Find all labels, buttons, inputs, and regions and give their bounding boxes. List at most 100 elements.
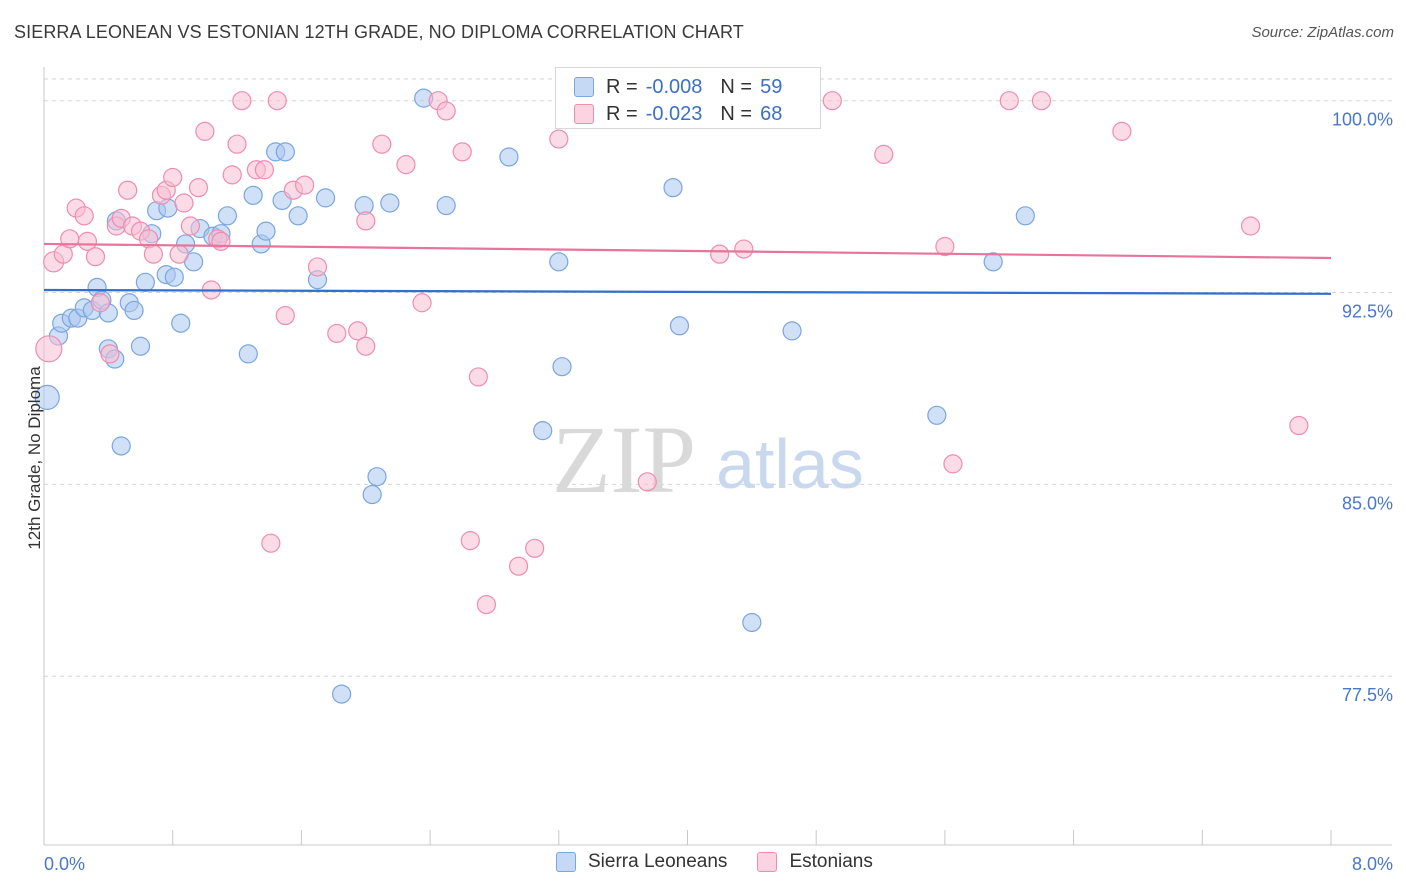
n-value: 59	[760, 75, 783, 98]
legend-swatch-blue	[574, 77, 594, 97]
estonian-point	[169, 244, 189, 264]
estonian-point	[935, 236, 955, 257]
sierra-leonean-point	[243, 185, 263, 205]
legend-row-estonians: R = -0.023 N = 68	[574, 101, 782, 127]
grid-layer	[44, 78, 1392, 677]
sierra-leonean-point	[130, 336, 151, 356]
y-axis-title: 12th Grade, No Diploma	[25, 366, 44, 550]
estonian-point	[348, 321, 368, 341]
sierra-leonean-point	[332, 684, 352, 704]
y-tick-label: 85.0%	[1342, 493, 1393, 513]
legend-item-sierra-leoneans: Sierra Leoneans	[556, 851, 727, 873]
estonian-point	[267, 91, 287, 111]
sierra-leonean-point	[217, 206, 237, 226]
estonian-point	[275, 305, 295, 326]
estonian-point	[85, 247, 106, 267]
r-label: R =	[606, 102, 638, 125]
estonian-point	[1031, 91, 1052, 111]
sierra-leonean-point	[669, 316, 690, 336]
sierra-leonean-point	[1015, 206, 1035, 226]
estonian-point	[637, 472, 657, 492]
estonian-point	[874, 144, 894, 165]
estonian-point	[525, 538, 545, 558]
y-tick-label: 100.0%	[1332, 110, 1393, 130]
estonian-point	[254, 160, 274, 180]
estonian-point	[396, 155, 416, 175]
estonian-point	[180, 216, 200, 236]
legend-swatch-pink	[574, 104, 594, 124]
legend-label: Estonians	[789, 851, 873, 872]
estonian-point	[1240, 216, 1261, 236]
estonian-point	[1112, 121, 1132, 141]
estonian-point	[452, 142, 472, 162]
sierra-leonean-point	[111, 436, 131, 456]
estonian-point	[508, 556, 529, 576]
estonian-point	[1289, 415, 1309, 436]
trend-layer	[43, 242, 1332, 295]
estonian-point	[476, 594, 497, 615]
y-tick-label: 77.5%	[1342, 685, 1393, 705]
sierra-leonean-point	[436, 195, 456, 216]
label-layer: 100.0% 92.5% 85.0% 77.5% 0.0% 8.0%	[44, 110, 1393, 874]
estonian-point	[734, 239, 754, 259]
legend-item-estonians: Estonians	[757, 851, 873, 873]
estonian-trendline	[43, 242, 1332, 260]
estonian-point	[261, 533, 281, 553]
sierra-leonean-point	[256, 221, 276, 241]
estonian-point	[460, 531, 480, 551]
sierra-leonean-point	[380, 193, 400, 213]
sierra-leonean-point	[927, 405, 947, 425]
estonian-point	[163, 167, 183, 188]
sierra-leonean-point	[742, 612, 762, 633]
sierra-leonean-point	[315, 188, 336, 208]
sierra-leonean-point	[367, 467, 387, 487]
n-value: 68	[760, 102, 783, 125]
legend-row-sierra-leoneans: R = -0.008 N = 59	[574, 74, 782, 100]
sierra-leonean-point	[135, 272, 155, 292]
estonian-point	[222, 165, 242, 185]
chart-source: Source: ZipAtlas.com	[1251, 24, 1394, 41]
estonian-point	[232, 91, 252, 111]
sierra-leonean-point	[663, 178, 683, 198]
sierra-leonean-point	[549, 252, 569, 272]
estonian-point	[118, 180, 138, 200]
estonian-point	[999, 91, 1019, 111]
estonian-point	[943, 454, 963, 474]
sierra-leonean-point	[552, 357, 572, 377]
y-tick-label: 92.5%	[1342, 302, 1393, 322]
chart-title: SIERRA LEONEAN VS ESTONIAN 12TH GRADE, N…	[14, 22, 744, 42]
sierra-leonean-point	[533, 421, 553, 441]
estonian-point	[710, 244, 730, 264]
estonian-point	[356, 211, 376, 231]
legend-swatch-blue	[556, 852, 576, 872]
r-value: -0.023	[645, 102, 703, 125]
sierra-leonean-point	[362, 484, 382, 505]
stats-legend: R = -0.008 N = 59 R = -0.023 N = 68	[555, 67, 821, 129]
legend-swatch-pink	[757, 852, 778, 872]
n-label: N =	[720, 75, 753, 98]
estonian-point	[327, 323, 347, 344]
sierra-leonean-point	[983, 252, 1003, 272]
sierra-leonean-point	[275, 142, 295, 162]
watermark: ZIP atlas	[552, 406, 864, 513]
estonian-point	[77, 231, 98, 251]
watermark-zip: ZIP	[552, 406, 696, 513]
sierra-leonean-trendline	[43, 288, 1332, 295]
sierra-leonean-point	[499, 147, 519, 167]
estonian-point	[307, 257, 328, 277]
estonian-point	[90, 293, 110, 313]
estonian-point	[195, 121, 215, 141]
watermark-atlas: atlas	[716, 425, 864, 503]
estonian-point	[412, 293, 432, 313]
sierra-leonean-point	[238, 344, 258, 364]
estonian-point	[295, 175, 315, 195]
estonian-point	[100, 344, 120, 364]
sierra-leonean-point	[288, 206, 308, 226]
sierra-leonean-point	[124, 300, 144, 321]
legend-label: Sierra Leoneans	[588, 851, 728, 872]
estonian-point	[188, 178, 209, 198]
estonian-point	[822, 91, 842, 111]
estonian-point	[74, 206, 94, 226]
estonian-point	[372, 134, 392, 154]
